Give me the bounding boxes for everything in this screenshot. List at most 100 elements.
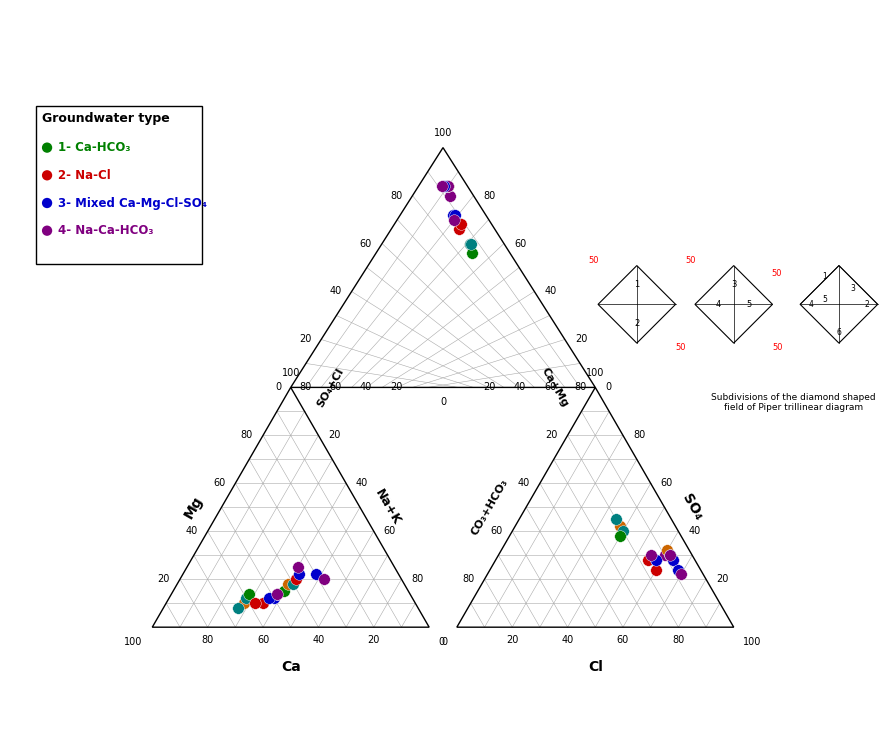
Point xyxy=(462,237,477,249)
Point xyxy=(276,585,291,597)
Text: 2: 2 xyxy=(865,300,869,309)
Point xyxy=(649,554,664,566)
Text: 1: 1 xyxy=(634,280,640,290)
Point xyxy=(40,169,54,181)
Point xyxy=(40,225,54,237)
Text: 80: 80 xyxy=(462,575,475,584)
Text: 50: 50 xyxy=(772,343,782,352)
Text: 0: 0 xyxy=(440,397,446,407)
Text: 60: 60 xyxy=(617,636,629,646)
Point xyxy=(465,247,479,259)
Point xyxy=(643,549,657,561)
Text: 1- Ca-HCO₃: 1- Ca-HCO₃ xyxy=(58,141,130,154)
Point xyxy=(649,563,664,575)
Point xyxy=(440,180,455,192)
Text: 60: 60 xyxy=(490,526,502,536)
Text: Subdivisions of the diamond shaped
field of Piper trillinear diagram: Subdivisions of the diamond shaped field… xyxy=(711,393,875,412)
Point xyxy=(452,223,466,235)
Point xyxy=(641,554,655,566)
Text: 100: 100 xyxy=(434,128,452,138)
Text: 100: 100 xyxy=(743,637,762,647)
Text: 80: 80 xyxy=(391,191,402,200)
Text: 40: 40 xyxy=(544,287,556,296)
Text: 20: 20 xyxy=(329,430,341,440)
Text: 0: 0 xyxy=(605,383,611,392)
Point xyxy=(291,569,307,581)
Text: Mg: Mg xyxy=(182,494,206,521)
Point xyxy=(674,569,688,581)
Point xyxy=(660,544,674,556)
Text: 20: 20 xyxy=(545,430,557,440)
Text: 20: 20 xyxy=(575,334,587,345)
Point xyxy=(613,520,627,532)
Point xyxy=(40,197,54,209)
Text: 1: 1 xyxy=(822,272,828,281)
Text: 40: 40 xyxy=(356,479,369,488)
Text: 100: 100 xyxy=(124,637,143,647)
Point xyxy=(289,573,303,585)
Point xyxy=(440,180,455,192)
Text: 20: 20 xyxy=(484,383,496,392)
Text: 3- Mixed Ca-Mg-Cl-SO₄: 3- Mixed Ca-Mg-Cl-SO₄ xyxy=(58,197,207,209)
Point xyxy=(663,549,677,561)
Point xyxy=(437,180,451,192)
Point xyxy=(231,602,245,614)
Text: 80: 80 xyxy=(201,636,214,646)
Text: 4: 4 xyxy=(809,300,813,309)
Point xyxy=(242,587,256,600)
Point xyxy=(267,593,281,605)
Point xyxy=(462,237,477,249)
Text: 0: 0 xyxy=(439,637,445,647)
Point xyxy=(447,209,462,221)
Text: 50: 50 xyxy=(772,269,782,278)
Text: Ca+Mg: Ca+Mg xyxy=(540,366,571,409)
Text: 0: 0 xyxy=(275,383,281,392)
Text: 50: 50 xyxy=(685,256,696,265)
Text: 40: 40 xyxy=(688,526,701,536)
Text: 5: 5 xyxy=(822,295,828,304)
Text: 40: 40 xyxy=(312,636,324,646)
Text: 0: 0 xyxy=(441,637,447,647)
Text: 60: 60 xyxy=(330,383,342,392)
Point xyxy=(308,569,323,581)
Text: 50: 50 xyxy=(588,256,599,265)
Text: 4: 4 xyxy=(716,300,721,309)
Text: 20: 20 xyxy=(390,383,402,392)
Text: 6: 6 xyxy=(836,328,842,336)
Text: 5: 5 xyxy=(747,300,752,309)
Text: 40: 40 xyxy=(517,479,530,488)
Text: 80: 80 xyxy=(575,383,587,392)
Point xyxy=(665,554,680,566)
Text: CO₃+HCO₃: CO₃+HCO₃ xyxy=(470,477,510,538)
Point xyxy=(286,578,300,590)
Text: 60: 60 xyxy=(360,239,372,249)
Text: 40: 40 xyxy=(514,383,526,392)
Text: 60: 60 xyxy=(214,479,225,488)
Point xyxy=(261,593,276,605)
Point xyxy=(439,180,454,192)
Text: 80: 80 xyxy=(484,191,495,200)
Text: 2- Na-Cl: 2- Na-Cl xyxy=(58,169,111,181)
Text: 60: 60 xyxy=(384,526,396,536)
Point xyxy=(464,237,478,249)
Point xyxy=(672,563,686,575)
Text: Na+K: Na+K xyxy=(372,487,403,528)
Point xyxy=(237,597,251,609)
Point xyxy=(269,587,284,600)
Text: 100: 100 xyxy=(587,367,604,378)
Text: 60: 60 xyxy=(661,479,672,488)
Point xyxy=(40,141,54,153)
Text: SO₄: SO₄ xyxy=(680,491,705,523)
Text: 20: 20 xyxy=(299,334,311,345)
Text: SO₄+Cl: SO₄+Cl xyxy=(315,366,346,409)
Point xyxy=(609,513,623,525)
Point xyxy=(239,593,253,605)
Text: Cl: Cl xyxy=(587,661,602,674)
Text: 60: 60 xyxy=(544,383,556,392)
Text: 80: 80 xyxy=(633,430,645,440)
Text: 40: 40 xyxy=(330,287,342,296)
Text: 3: 3 xyxy=(851,284,855,293)
Point xyxy=(613,530,627,542)
Text: 100: 100 xyxy=(282,367,299,378)
Point xyxy=(447,213,461,225)
